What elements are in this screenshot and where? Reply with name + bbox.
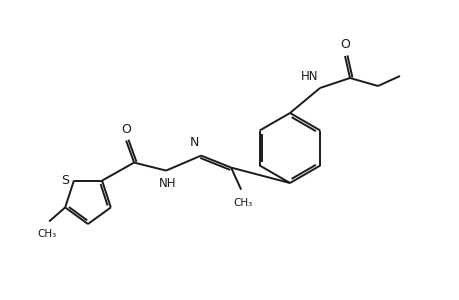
Text: O: O [339, 38, 349, 51]
Text: O: O [121, 123, 131, 136]
Text: NH: NH [159, 177, 176, 190]
Text: CH₃: CH₃ [38, 230, 56, 239]
Text: N: N [189, 136, 199, 148]
Text: HN: HN [300, 70, 317, 83]
Text: S: S [61, 174, 69, 187]
Text: CH₃: CH₃ [233, 198, 252, 208]
